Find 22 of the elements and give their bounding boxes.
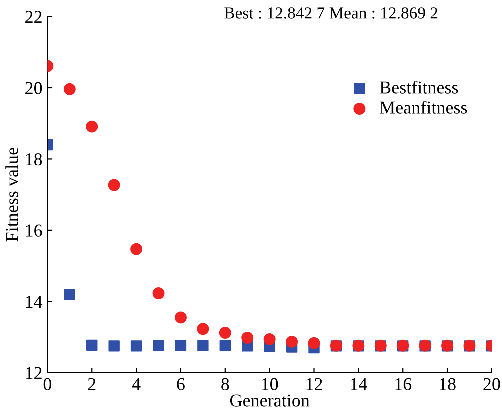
y-tick-label: 12 (26, 367, 42, 380)
x-tick-label: 0 (44, 378, 52, 390)
chart-title: Best : 12.842 7 Mean : 12.869 2 (224, 8, 438, 19)
x-tick-label: 10 (262, 378, 278, 390)
y-axis-title: Fitness value (6, 148, 18, 242)
legend-label: Bestfitness (380, 80, 458, 94)
x-tick-label: 14 (351, 378, 368, 390)
x-tick-label: 18 (440, 378, 456, 390)
x-tick-label: 6 (177, 378, 185, 390)
x-tick-label: 2 (88, 378, 96, 390)
legend-label: Meanfitness (380, 101, 468, 114)
y-tick-label: 20 (26, 82, 42, 94)
y-tick-label: 16 (26, 224, 42, 237)
x-tick-label: 12 (306, 378, 322, 390)
x-tick-label: 4 (132, 378, 141, 390)
y-tick-label: 22 (26, 11, 42, 24)
x-tick-label: 8 (222, 378, 230, 390)
x-tick-label: 20 (484, 378, 500, 390)
y-tick-label: 18 (26, 153, 42, 166)
y-tick-label: 14 (26, 296, 43, 308)
x-axis-title: Generation (230, 394, 310, 407)
x-tick-label: 16 (396, 378, 412, 390)
